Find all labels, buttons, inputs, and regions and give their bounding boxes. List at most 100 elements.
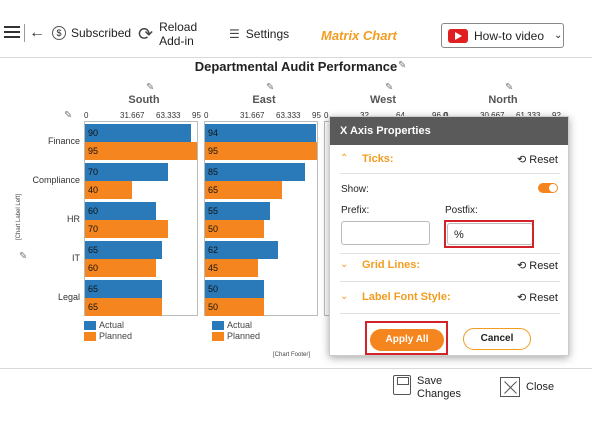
bar-planned-it[interactable]: 60 [85, 259, 156, 277]
save-label-line1: Save [417, 375, 443, 387]
reset-label: Reset [529, 292, 558, 304]
postfix-input[interactable]: % [447, 223, 533, 245]
prefix-input[interactable] [341, 221, 430, 245]
label-font-style-title[interactable]: Label Font Style: [362, 291, 451, 303]
x-tick-label: 95 [312, 111, 321, 120]
legend-actual-east: Actual [212, 320, 252, 330]
postfix-highlight [444, 220, 534, 248]
region-label-north: North [488, 94, 518, 106]
divider [340, 313, 560, 314]
pencil-icon[interactable]: ✎ [146, 82, 155, 93]
apply-all-button[interactable]: Apply All [370, 329, 444, 351]
chevron-down-icon[interactable]: ⌄ [340, 291, 349, 302]
reset-label: Reset [529, 260, 558, 272]
x-tick-label: 32 [360, 111, 369, 120]
howto-label: How-to video [474, 28, 545, 43]
apply-all-highlight [365, 321, 448, 355]
bar-actual-hr[interactable]: 60 [85, 202, 156, 220]
bar-planned-hr[interactable]: 70 [85, 220, 168, 238]
grid-lines-reset-button[interactable]: ⟲ Reset [516, 260, 558, 272]
x-tick-label: 63.333 [156, 111, 181, 120]
reset-label: Reset [529, 154, 558, 166]
bar-actual-compliance[interactable]: 85 [205, 163, 306, 181]
menu-icon[interactable] [4, 26, 20, 40]
category-label-finance: Finance [47, 136, 80, 146]
legend-actual-label: Actual [227, 320, 253, 330]
chart-footer-label[interactable]: [Chart Footer] [273, 352, 311, 358]
floppy-icon [393, 375, 411, 395]
reload-label-line1: Reload [159, 20, 198, 34]
x-tick-label: 64 [396, 111, 405, 120]
reload-addin-button[interactable]: ⟳ Reload Add-in [138, 20, 197, 48]
pencil-icon[interactable]: ✎ [398, 60, 407, 71]
subscribed-button[interactable]: $ Subscribed [52, 26, 131, 40]
bar-planned-finance[interactable]: 95 [205, 142, 317, 160]
pencil-icon[interactable]: ✎ [505, 82, 514, 93]
chart-title[interactable]: Departmental Audit Performance [194, 59, 398, 74]
settings-button[interactable]: ☰ Settings [229, 27, 289, 41]
x-tick-label: 31.667 [240, 111, 265, 120]
divider [340, 281, 560, 282]
bar-actual-legal[interactable]: 65 [85, 280, 162, 298]
bar-planned-legal[interactable]: 50 [205, 298, 264, 316]
show-toggle[interactable] [538, 183, 558, 193]
bar-actual-finance[interactable]: 94 [205, 124, 316, 142]
panel-south: 90 95 70 40 60 70 65 60 65 65 [84, 121, 198, 316]
pencil-icon[interactable]: ✎ [266, 82, 275, 93]
legend-planned-east: Planned [212, 331, 260, 341]
bar-planned-it[interactable]: 45 [205, 259, 259, 277]
panel-east: 94 95 85 65 55 50 62 45 50 50 [204, 121, 318, 316]
category-label-legal: Legal [57, 292, 80, 302]
prefix-label: Prefix: [341, 205, 370, 216]
howto-video-dropdown[interactable]: How-to video ⌄ [441, 23, 564, 48]
save-changes-button[interactable]: Save Changes [393, 375, 461, 401]
x-tick-label: 30.667 [480, 111, 504, 120]
pencil-icon[interactable]: ✎ [64, 110, 73, 121]
close-icon [500, 377, 520, 397]
x-tick-label: 92 [552, 111, 561, 120]
y-axis-label[interactable]: [Chart Label Left] [16, 193, 22, 240]
show-label: Show: [341, 184, 369, 195]
legend-planned-label: Planned [99, 331, 133, 341]
bar-planned-compliance[interactable]: 40 [85, 181, 133, 199]
ticks-title[interactable]: Ticks: [362, 153, 394, 165]
category-label-it: IT [72, 253, 80, 263]
youtube-icon [448, 28, 468, 43]
bar-planned-compliance[interactable]: 65 [205, 181, 282, 199]
grid-lines-title[interactable]: Grid Lines: [362, 259, 421, 271]
bar-actual-finance[interactable]: 90 [85, 124, 192, 142]
reload-label-line2: Add-in [159, 34, 194, 48]
save-label-line2: Changes [417, 388, 462, 400]
label-font-reset-button[interactable]: ⟲ Reset [516, 292, 558, 304]
ticks-reset-button[interactable]: ⟲ Reset [516, 154, 558, 166]
back-arrow-icon[interactable]: ← [24, 24, 45, 42]
dialog-title: X Axis Properties [330, 117, 568, 145]
bar-planned-hr[interactable]: 50 [205, 220, 264, 238]
bar-actual-it[interactable]: 62 [205, 241, 279, 259]
legend-actual: Actual [84, 320, 124, 330]
chevron-down-icon[interactable]: ⌄ [340, 259, 349, 270]
x-tick-label: 31.667 [120, 111, 145, 120]
cancel-button[interactable]: Cancel [463, 328, 531, 350]
subscribed-label: Subscribed [71, 26, 132, 40]
bar-actual-hr[interactable]: 55 [205, 202, 270, 220]
close-button[interactable]: Close [500, 377, 554, 397]
bar-planned-finance[interactable]: 95 [85, 142, 197, 160]
chevron-up-icon[interactable]: ⌃ [340, 153, 349, 164]
bar-actual-legal[interactable]: 50 [205, 280, 264, 298]
category-label-compliance: Compliance [32, 175, 80, 185]
brand-title: Matrix Chart [321, 28, 397, 43]
region-label-south: South [128, 94, 160, 106]
bar-actual-compliance[interactable]: 70 [85, 163, 168, 181]
legend-swatch-actual [84, 320, 96, 330]
bar-actual-it[interactable]: 65 [85, 241, 162, 259]
divider [340, 253, 560, 254]
dollar-icon: $ [52, 26, 66, 40]
legend-actual-label: Actual [99, 320, 125, 330]
chevron-down-icon: ⌄ [554, 30, 563, 41]
x-tick-label: 0 [84, 111, 89, 120]
category-label-hr: HR [67, 214, 80, 224]
pencil-icon[interactable]: ✎ [385, 82, 394, 93]
pencil-icon[interactable]: ✎ [19, 251, 28, 262]
bar-planned-legal[interactable]: 65 [85, 298, 162, 316]
